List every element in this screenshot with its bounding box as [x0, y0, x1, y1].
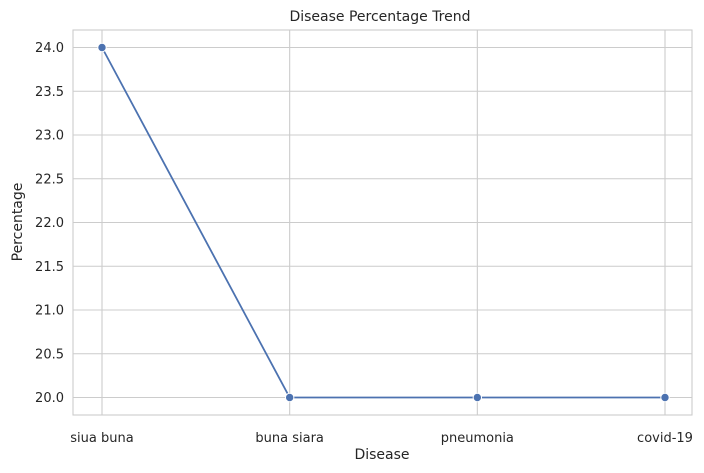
- x-tick-labels: siua buna buna siara pneumonia covid-19: [70, 431, 693, 446]
- y-tick-label: 20.0: [35, 391, 64, 406]
- x-axis-label: Disease: [354, 447, 409, 463]
- series-line: [101, 47, 665, 399]
- data-point: [97, 42, 107, 53]
- plot-frame: [72, 29, 693, 416]
- data-point: [660, 392, 670, 403]
- y-axis-label: Percentage: [10, 183, 26, 262]
- data-point: [284, 392, 295, 403]
- y-tick-label: 22.5: [35, 172, 64, 187]
- x-tick-label: buna siara: [255, 431, 324, 446]
- y-tick-label: 20.5: [35, 347, 64, 362]
- y-tick-labels: 20.0 20.5 21.0 21.5 22.0 22.5 23.0 23.5 24.0: [35, 41, 64, 406]
- y-tick-label: 22.0: [35, 216, 64, 231]
- y-tick-label: 23.5: [35, 85, 64, 100]
- data-point: [472, 392, 483, 403]
- y-tick-label: 23.0: [35, 129, 64, 144]
- x-tick-label: siua buna: [70, 431, 133, 446]
- y-tick-label: 24.0: [35, 41, 64, 56]
- y-tick-label: 21.5: [35, 260, 64, 275]
- x-tick-label: pneumonia: [441, 431, 514, 446]
- y-tick-label: 21.0: [35, 304, 64, 319]
- x-tick-label: covid-19: [637, 431, 693, 446]
- series-layer: [97, 42, 670, 403]
- chart-title: Disease Percentage Trend: [289, 9, 470, 25]
- grid-lines: [73, 30, 692, 415]
